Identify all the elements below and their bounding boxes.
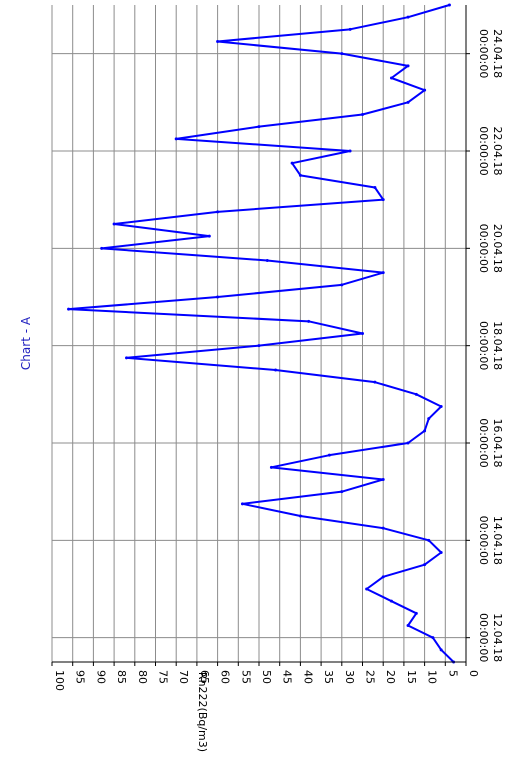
time-tick-time: 00:00:00 — [477, 418, 490, 467]
data-point — [439, 405, 443, 408]
data-point — [340, 52, 344, 56]
data-point — [423, 429, 427, 433]
series-group — [67, 3, 456, 664]
data-point — [257, 344, 261, 348]
value-tick-label: 80 — [136, 670, 149, 684]
value-tick-label: 60 — [219, 670, 232, 684]
data-point — [348, 27, 352, 31]
time-tick-time: 00:00:00 — [477, 126, 490, 175]
data-point — [406, 441, 410, 445]
time-tick-time: 00:00:00 — [477, 321, 490, 370]
data-point — [100, 246, 104, 250]
data-point — [265, 259, 269, 262]
value-tick-label: 25 — [364, 670, 377, 684]
data-point — [274, 368, 278, 372]
value-tick-label: 75 — [157, 670, 170, 684]
data-point — [125, 356, 129, 360]
data-point — [431, 636, 435, 640]
time-tick-date: 12.04.18 — [491, 613, 504, 662]
tick-labels: 0 5 10 15 20 25 30 35 40 45 50 55 60 65 70 75 80 85 90 95 10… — [53, 29, 504, 691]
data-point — [307, 319, 311, 323]
data-point — [269, 465, 273, 469]
data-point — [257, 125, 261, 129]
value-tick-label: 55 — [239, 670, 252, 684]
value-tick-label: 90 — [94, 670, 107, 684]
data-point — [67, 307, 71, 311]
data-point — [381, 575, 385, 579]
data-point — [298, 514, 302, 518]
value-tick-label: 0 — [467, 670, 480, 677]
data-point — [406, 624, 410, 627]
data-point — [427, 538, 431, 542]
time-tick-date: 14.04.18 — [491, 516, 504, 565]
data-point — [381, 478, 385, 481]
data-point — [361, 113, 364, 116]
time-tick-date: 18.04.18 — [491, 321, 504, 370]
data-point — [439, 648, 443, 652]
value-tick-label: 15 — [405, 670, 418, 684]
data-point — [207, 234, 211, 238]
data-point — [381, 271, 385, 275]
data-point — [427, 417, 431, 421]
data-point — [381, 198, 385, 202]
value-tick-label: 20 — [384, 670, 397, 684]
time-tick-date: 22.04.18 — [491, 127, 504, 176]
time-tick-date: 16.04.18 — [491, 419, 504, 468]
value-tick-label: 10 — [426, 670, 439, 684]
data-point — [240, 502, 244, 506]
axes — [51, 5, 470, 666]
time-tick-date: 20.04.18 — [491, 224, 504, 273]
y-axis-label: Rn222(Bq/m3) — [196, 672, 209, 752]
value-tick-label: 65 — [198, 670, 211, 684]
gridlines — [51, 5, 467, 662]
data-point — [340, 490, 344, 494]
data-point — [381, 526, 385, 530]
value-tick-label: 5 — [446, 670, 459, 677]
time-tick-time: 00:00:00 — [477, 224, 490, 273]
data-point — [216, 295, 220, 299]
value-tick-label: 50 — [260, 670, 273, 684]
data-point — [373, 186, 377, 189]
data-point — [447, 3, 451, 7]
data-point — [389, 599, 393, 603]
data-point — [406, 100, 410, 104]
data-point — [389, 76, 393, 80]
data-point — [414, 611, 418, 615]
time-tick-time: 00:00:00 — [477, 29, 490, 78]
data-point — [216, 40, 220, 43]
data-point — [414, 392, 418, 396]
data-point — [423, 88, 427, 92]
data-point — [340, 283, 344, 287]
data-point — [439, 551, 443, 554]
value-tick-label: 40 — [301, 670, 314, 684]
time-tick-date: 24.04.18 — [491, 29, 504, 78]
value-tick-label: 35 — [322, 670, 335, 684]
data-point — [348, 149, 352, 153]
value-tick-label: 70 — [177, 670, 190, 684]
data-point — [365, 587, 369, 591]
data-point — [361, 332, 364, 335]
data-point — [298, 173, 302, 177]
data-point — [406, 64, 410, 68]
data-point — [406, 15, 410, 19]
data-point — [112, 222, 116, 226]
value-tick-label: 85 — [115, 670, 128, 684]
value-tick-label: 100 — [53, 670, 66, 691]
time-tick-time: 00:00:00 — [477, 613, 490, 662]
time-tick-time: 00:00:00 — [477, 516, 490, 565]
value-tick-label: 30 — [343, 670, 356, 684]
data-point — [327, 453, 331, 457]
data-point — [174, 137, 178, 141]
value-tick-label: 45 — [281, 670, 294, 684]
value-tick-label: 95 — [74, 670, 87, 684]
data-point — [373, 380, 377, 384]
data-point — [290, 161, 294, 165]
chart-title: Chart - A — [19, 316, 33, 370]
data-point — [423, 563, 427, 567]
data-point — [216, 210, 220, 214]
